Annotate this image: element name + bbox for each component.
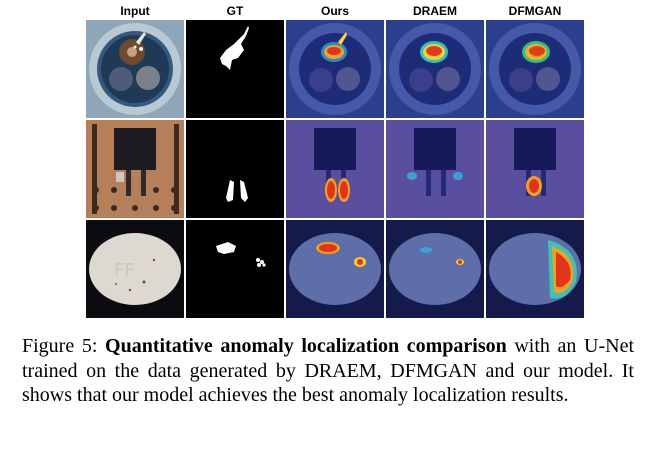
caption-text: with an U-Net trained on the data genera… [22,335,634,406]
transistor-ours-heatmap [286,120,384,218]
column-header-draem: DRAEM [413,4,457,18]
column-header-gt: GT [226,4,244,18]
pill-dfmgan-heatmap [486,220,584,318]
cable-draem-heatmap [386,20,484,118]
svg-text:FF: FF [114,260,135,281]
figure-caption: Figure 5: Quantitative anomaly localizat… [22,334,634,408]
transistor-gt-mask [186,120,284,218]
column-header-input: Input [120,4,150,18]
transistor-draem-heatmap [386,120,484,218]
pill-gt-mask [186,220,284,318]
column-header-dfmgan: DFMGAN [508,4,562,18]
cable-ours-heatmap [286,20,384,118]
transistor-dfmgan-heatmap [486,120,584,218]
cable-gt-mask [186,20,284,118]
caption-title: Quantitative anomaly localization compar… [105,335,507,357]
cable-input-image [86,20,184,118]
caption-label: Figure 5: [22,335,98,357]
column-header-ours: Ours [320,4,349,18]
pill-draem-heatmap [386,220,484,318]
pill-input-image: FF [86,220,184,318]
cable-dfmgan-heatmap [486,20,584,118]
transistor-input-image [86,120,184,218]
pill-ours-heatmap [286,220,384,318]
figure-grid: Input GT Ours DRAEM DFMGAN [86,0,586,318]
